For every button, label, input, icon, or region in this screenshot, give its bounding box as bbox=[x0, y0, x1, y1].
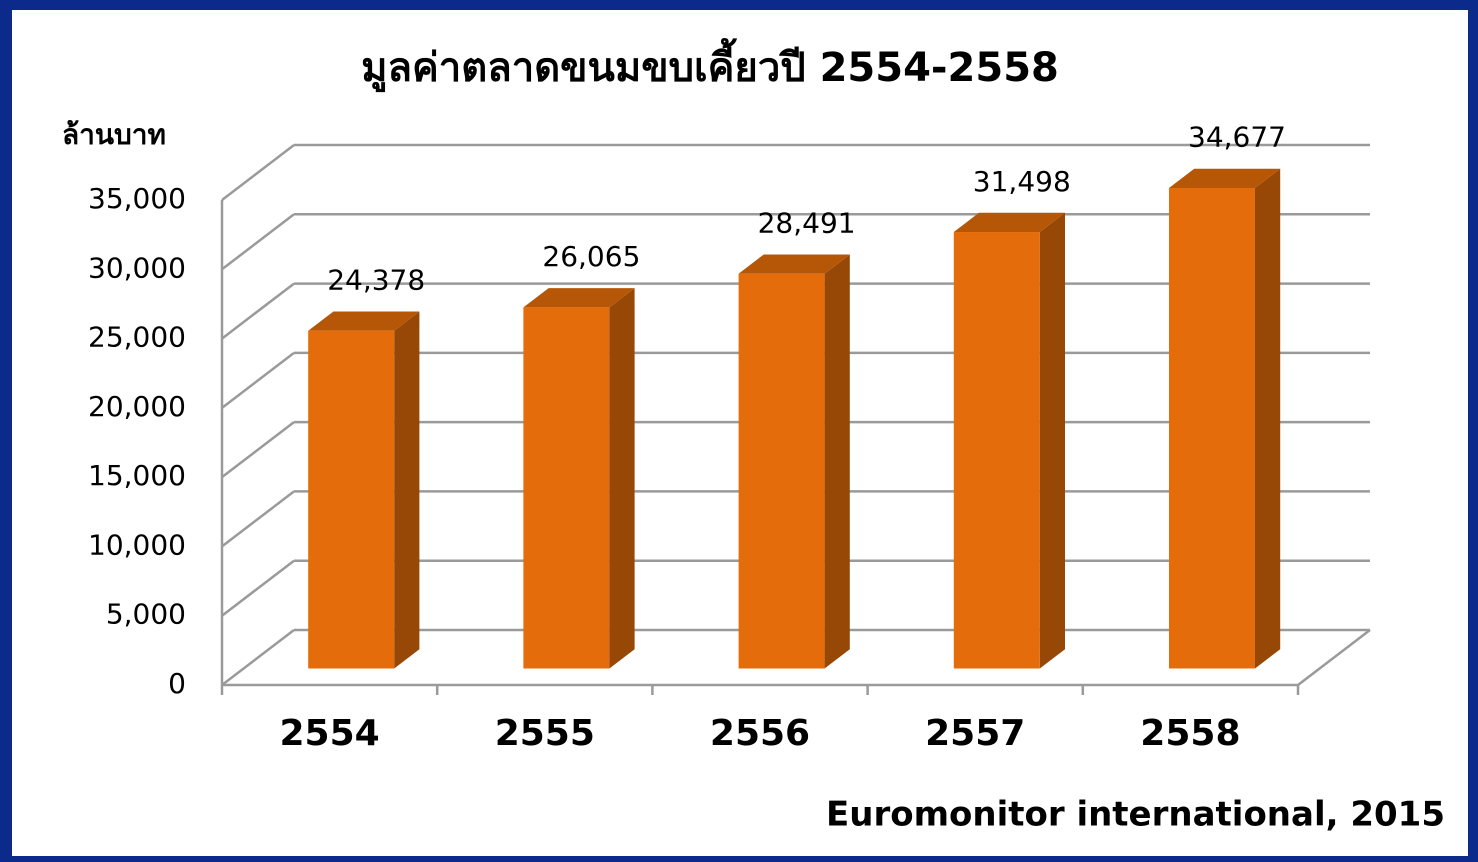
side-grid-line bbox=[221, 559, 295, 617]
chart-title: มูลค่าตลาดขนมขบเคี้ยวปี 2554-2558 bbox=[361, 38, 1059, 92]
bar-side bbox=[609, 288, 635, 669]
bar bbox=[738, 273, 825, 669]
bar bbox=[953, 232, 1040, 669]
y-tick-label: 5,000 bbox=[106, 598, 186, 631]
bar-side bbox=[1039, 212, 1065, 669]
x-tick-label: 2554 bbox=[279, 713, 379, 754]
bar-top bbox=[1169, 168, 1281, 188]
data-label: 28,491 bbox=[758, 206, 856, 239]
bar-side bbox=[824, 254, 850, 669]
y-tick-label: 15,000 bbox=[88, 459, 186, 492]
data-label: 24,378 bbox=[327, 263, 425, 296]
side-grid-line bbox=[221, 490, 295, 548]
y-tick-label: 20,000 bbox=[88, 390, 186, 423]
y-tick-label: 0 bbox=[168, 667, 186, 700]
side-grid-line bbox=[221, 629, 295, 686]
side-grid-line bbox=[221, 282, 295, 340]
bar-top bbox=[523, 288, 635, 308]
data-label: 31,498 bbox=[973, 165, 1071, 198]
x-tick-label: 2558 bbox=[1140, 713, 1240, 754]
bar-top bbox=[738, 254, 850, 274]
x-tick-label: 2557 bbox=[925, 713, 1025, 754]
y-tick-label: 35,000 bbox=[88, 182, 186, 215]
bar-top bbox=[953, 212, 1065, 233]
x-tick-label: 2555 bbox=[495, 713, 595, 754]
y-axis-label: ล้านบาท bbox=[62, 118, 166, 151]
data-label: 26,065 bbox=[542, 240, 640, 273]
data-label: 34,677 bbox=[1188, 121, 1286, 154]
side-grid-line bbox=[221, 351, 295, 409]
bar bbox=[1169, 187, 1255, 669]
bar-top bbox=[308, 311, 420, 331]
floor-edge bbox=[1297, 629, 1371, 686]
side-grid-line bbox=[221, 144, 295, 201]
y-tick-label: 30,000 bbox=[88, 251, 186, 284]
bar bbox=[523, 307, 610, 669]
bar-side bbox=[1255, 168, 1281, 669]
y-tick-label: 25,000 bbox=[88, 321, 186, 354]
y-tick-label: 10,000 bbox=[88, 528, 186, 561]
side-grid-line bbox=[221, 213, 295, 271]
x-tick-label: 2556 bbox=[710, 713, 810, 754]
source-note: Euromonitor international, 2015 bbox=[826, 795, 1445, 835]
bar-side bbox=[394, 311, 420, 669]
bar bbox=[308, 330, 395, 669]
side-grid-line bbox=[221, 421, 295, 479]
